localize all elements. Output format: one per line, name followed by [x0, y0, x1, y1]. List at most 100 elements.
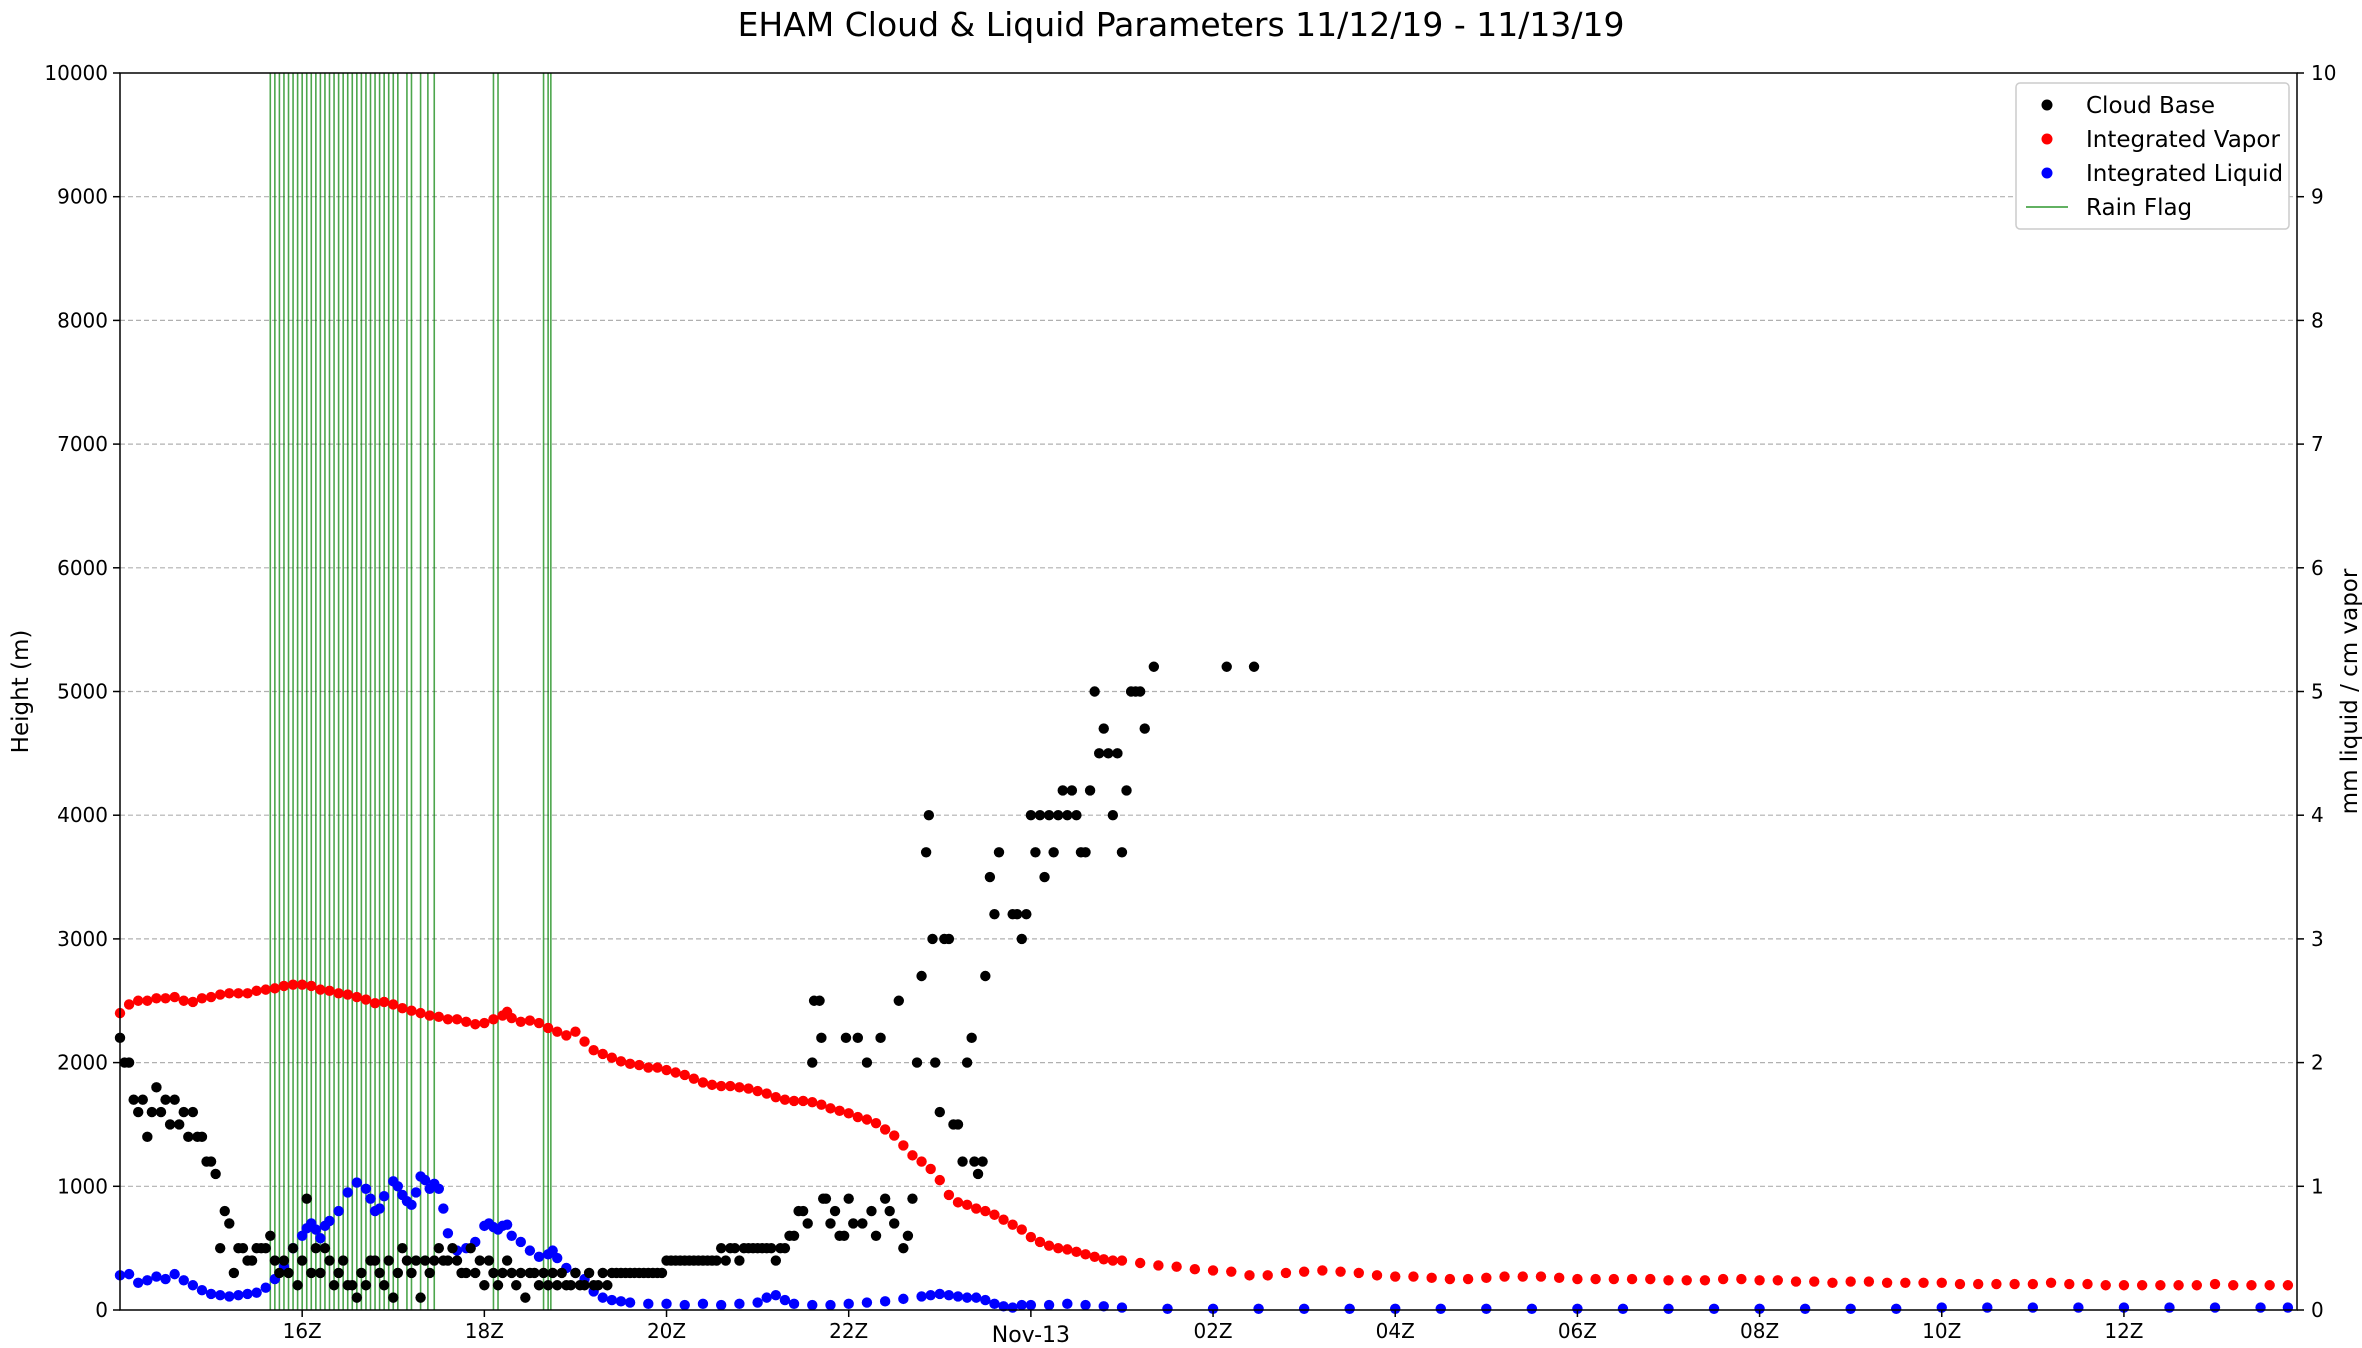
- liquid-point: [1207, 1303, 1219, 1314]
- cloud-base-point: [1066, 785, 1078, 796]
- vapor-point: [697, 1077, 709, 1088]
- cloud-base-point: [884, 1205, 895, 1217]
- vapor-point: [561, 1030, 572, 1041]
- cloud-base-point: [1071, 810, 1082, 821]
- cloud-base-point: [142, 1131, 153, 1143]
- vapor-point: [415, 1007, 426, 1019]
- liquid-point: [419, 1174, 431, 1186]
- liquid-point: [779, 1294, 791, 1306]
- cloud-base-point: [807, 1057, 818, 1068]
- cloud-base-point: [306, 1267, 317, 1279]
- vapor-point: [369, 998, 381, 1009]
- cloud-base-point: [843, 1193, 854, 1204]
- liquid-point: [843, 1298, 854, 1310]
- cloud-base-point: [602, 1280, 613, 1291]
- vapor-point: [1444, 1273, 1456, 1285]
- liquid-point: [1481, 1303, 1492, 1314]
- cloud-base-point: [315, 1267, 326, 1279]
- cloud-base-point: [1112, 748, 1123, 759]
- vapor-point: [1043, 1240, 1055, 1251]
- liquid-point: [233, 1289, 244, 1301]
- legend-box: [2015, 82, 2290, 230]
- vapor-point: [907, 1150, 918, 1161]
- legend-swatch: [2041, 99, 2053, 111]
- y-tick-label: 3000: [57, 927, 108, 951]
- cloud-base-point: [447, 1242, 458, 1254]
- vapor-point: [1717, 1273, 1729, 1285]
- cloud-base-point: [483, 1255, 495, 1266]
- vapor-point: [542, 1022, 554, 1034]
- cloud-base-point: [337, 1255, 349, 1266]
- liquid-point: [1663, 1303, 1674, 1314]
- vapor-point: [269, 983, 281, 994]
- cloud-base-point: [1039, 871, 1050, 883]
- cloud-base-point: [1080, 847, 1091, 858]
- vapor-point: [1572, 1273, 1583, 1285]
- cloud-base-point: [597, 1267, 608, 1279]
- vapor-point: [2155, 1280, 2166, 1291]
- cloud-base-point: [1062, 810, 1073, 821]
- y2-tick-label: 4: [2311, 803, 2324, 827]
- x-tick-label: 06Z: [1558, 1319, 1597, 1343]
- vapor-point: [1071, 1246, 1082, 1258]
- cloud-base-point: [848, 1218, 859, 1229]
- vapor-point: [1772, 1275, 1783, 1286]
- cloud-base-point: [174, 1119, 185, 1130]
- cloud-base-point: [852, 1032, 864, 1044]
- cloud-base-point: [260, 1242, 271, 1254]
- cloud-base-point: [533, 1280, 545, 1291]
- vapor-point: [788, 1095, 800, 1107]
- cloud-base-point: [419, 1255, 431, 1266]
- cloud-base-point: [374, 1267, 385, 1279]
- cloud-base-point: [406, 1267, 417, 1279]
- vapor-point: [278, 980, 290, 992]
- integrated-vapor-series: [114, 979, 2294, 1291]
- vapor-point: [224, 988, 235, 999]
- cloud-base-point: [515, 1267, 526, 1279]
- liquid-point: [879, 1296, 891, 1307]
- cloud-base-point: [474, 1255, 485, 1266]
- vapor-point: [260, 984, 271, 995]
- cloud-base-point: [333, 1267, 344, 1279]
- vapor-point: [1954, 1278, 1966, 1290]
- liquid-point: [770, 1289, 782, 1301]
- vapor-point: [1863, 1276, 1875, 1287]
- vapor-point: [306, 980, 317, 992]
- vapor-point: [1736, 1273, 1747, 1285]
- cloud-base-point: [977, 1156, 988, 1167]
- cloud-base-point: [1148, 661, 1160, 672]
- cloud-base-point: [943, 933, 955, 945]
- y-tick-label: 7000: [57, 432, 108, 456]
- liquid-point: [943, 1289, 955, 1301]
- vapor-point: [1517, 1271, 1528, 1282]
- cloud-base-point: [1248, 661, 1260, 672]
- cloud-base-point: [415, 1292, 426, 1303]
- vapor-point: [1053, 1242, 1064, 1254]
- cloud-base-point: [497, 1267, 508, 1279]
- vapor-point: [524, 1015, 536, 1026]
- cloud-base-point: [205, 1156, 217, 1167]
- vapor-point: [852, 1111, 864, 1123]
- vapor-point: [123, 999, 135, 1010]
- cloud-base-point: [183, 1131, 194, 1143]
- liquid-point: [433, 1183, 445, 1194]
- cloud-base-point: [542, 1280, 554, 1291]
- y-tick-label: 6000: [57, 556, 108, 580]
- liquid-point: [324, 1215, 335, 1227]
- vapor-point: [169, 991, 180, 1003]
- legend-label: Rain Flag: [2086, 195, 2192, 221]
- liquid-point: [360, 1183, 372, 1194]
- vapor-point: [1754, 1275, 1765, 1286]
- y-tick-label: 1000: [57, 1174, 108, 1198]
- liquid-point: [1617, 1303, 1629, 1314]
- liquid-point: [861, 1297, 873, 1308]
- cloud-base-point: [969, 1156, 980, 1167]
- liquid-point: [661, 1298, 672, 1310]
- cloud-base-point: [146, 1106, 158, 1118]
- y2-tick-label: 10: [2311, 61, 2336, 85]
- cloud-base-point: [155, 1106, 167, 1118]
- cloud-base-point: [1103, 748, 1114, 759]
- cloud-base-point: [966, 1032, 977, 1044]
- liquid-point: [178, 1275, 189, 1286]
